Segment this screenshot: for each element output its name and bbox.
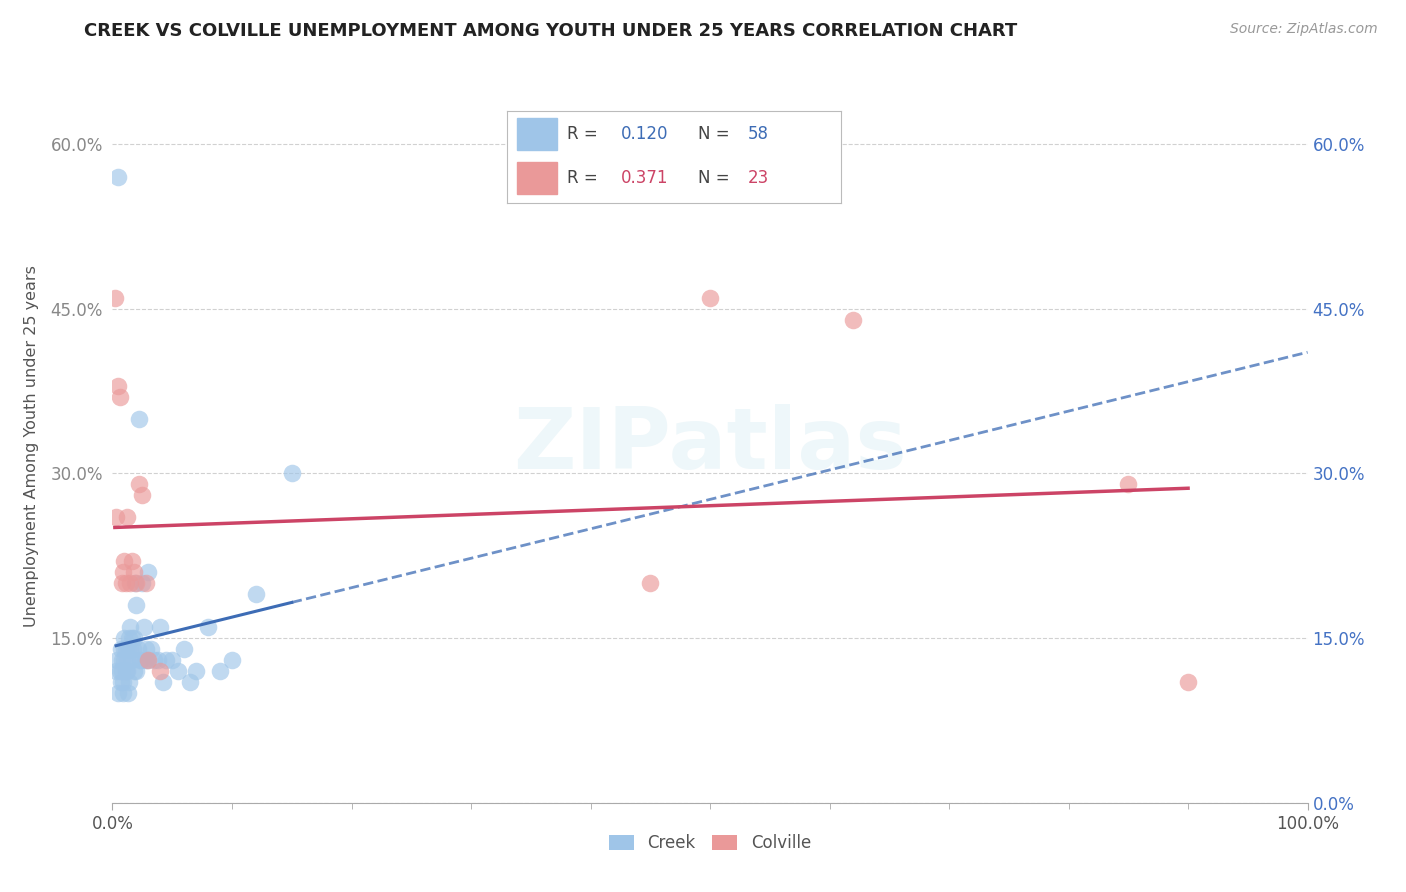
- Point: [117, 686, 139, 700]
- Point: [134, 653, 156, 667]
- Point: [125, 664, 148, 678]
- Point: [138, 566, 160, 580]
- Point: [125, 576, 148, 591]
- Point: [121, 653, 143, 667]
- Y-axis label: Unemployment Among Youth under 25 years: Unemployment Among Youth under 25 years: [24, 265, 39, 627]
- Point: [162, 653, 183, 667]
- Point: [128, 411, 150, 425]
- Point: [640, 576, 662, 591]
- Point: [131, 576, 153, 591]
- Point: [186, 664, 208, 678]
- Point: [114, 653, 135, 667]
- Point: [699, 291, 721, 305]
- Point: [143, 653, 166, 667]
- Point: [131, 488, 153, 502]
- Point: [149, 620, 172, 634]
- Point: [110, 675, 132, 690]
- Point: [111, 653, 134, 667]
- Point: [105, 653, 128, 667]
- Point: [221, 653, 243, 667]
- Point: [115, 653, 138, 667]
- Point: [108, 664, 131, 678]
- Point: [179, 675, 201, 690]
- Point: [124, 576, 146, 591]
- Point: [121, 631, 143, 645]
- Point: [136, 653, 159, 667]
- Point: [105, 664, 128, 678]
- Point: [173, 642, 195, 657]
- Point: [149, 664, 172, 678]
- Point: [139, 642, 162, 657]
- Point: [121, 554, 143, 568]
- Point: [118, 631, 141, 645]
- Point: [112, 686, 135, 700]
- Point: [122, 631, 145, 645]
- Point: [107, 169, 129, 184]
- Point: [128, 477, 150, 491]
- Legend: Creek, Colville: Creek, Colville: [602, 828, 818, 859]
- Point: [122, 664, 145, 678]
- Point: [111, 576, 134, 591]
- Point: [138, 653, 160, 667]
- Point: [1118, 477, 1140, 491]
- Point: [107, 378, 129, 392]
- Point: [114, 664, 136, 678]
- Point: [112, 566, 135, 580]
- Point: [135, 576, 157, 591]
- Point: [152, 675, 174, 690]
- Point: [112, 675, 135, 690]
- Point: [114, 642, 136, 657]
- Point: [115, 664, 138, 678]
- Point: [120, 576, 142, 591]
- Point: [120, 642, 142, 657]
- Point: [105, 510, 128, 524]
- Point: [121, 642, 143, 657]
- Point: [245, 587, 267, 601]
- Point: [129, 653, 152, 667]
- Point: [135, 642, 157, 657]
- Point: [115, 510, 138, 524]
- Point: [120, 620, 142, 634]
- Point: [108, 390, 131, 404]
- Point: [155, 653, 177, 667]
- Text: CREEK VS COLVILLE UNEMPLOYMENT AMONG YOUTH UNDER 25 YEARS CORRELATION CHART: CREEK VS COLVILLE UNEMPLOYMENT AMONG YOU…: [84, 22, 1018, 40]
- Point: [209, 664, 232, 678]
- Point: [118, 675, 141, 690]
- Point: [127, 642, 149, 657]
- Point: [114, 554, 135, 568]
- Point: [197, 620, 219, 634]
- Point: [281, 467, 304, 481]
- Point: [1177, 675, 1199, 690]
- Text: Source: ZipAtlas.com: Source: ZipAtlas.com: [1230, 22, 1378, 37]
- Point: [132, 620, 155, 634]
- Point: [125, 598, 148, 612]
- Point: [114, 576, 136, 591]
- Point: [167, 664, 190, 678]
- Point: [129, 653, 152, 667]
- Point: [842, 312, 865, 326]
- Point: [146, 653, 169, 667]
- Point: [117, 642, 139, 657]
- Point: [114, 631, 135, 645]
- Point: [107, 686, 129, 700]
- Point: [104, 291, 127, 305]
- Point: [114, 642, 135, 657]
- Point: [122, 566, 145, 580]
- Point: [111, 664, 134, 678]
- Text: ZIPatlas: ZIPatlas: [513, 404, 907, 488]
- Point: [110, 642, 132, 657]
